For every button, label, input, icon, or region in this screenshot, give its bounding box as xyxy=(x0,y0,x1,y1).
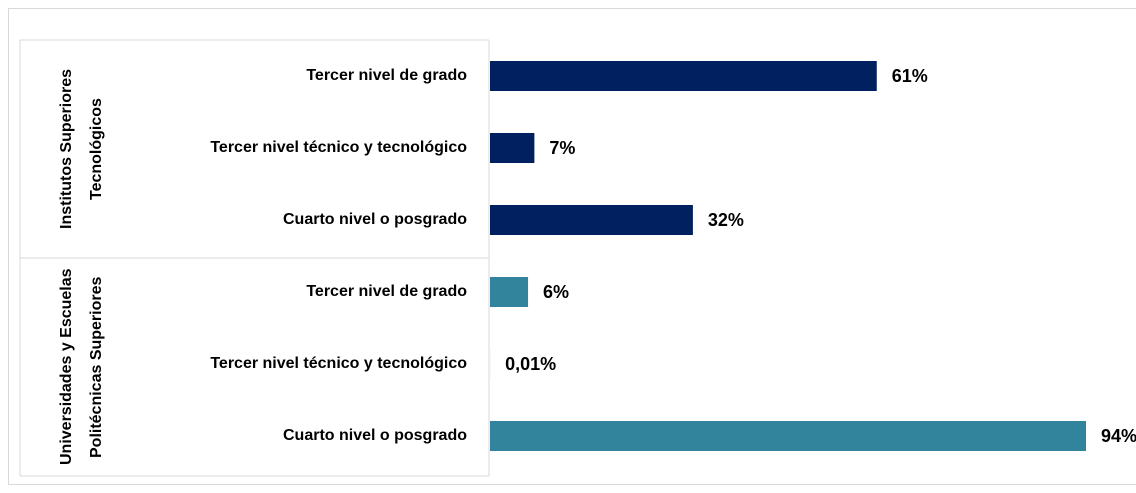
category-label: Tercer nivel técnico y tecnológico xyxy=(210,139,467,156)
bar xyxy=(490,61,877,91)
category-label: Tercer nivel técnico y tecnológico xyxy=(210,355,467,372)
group-label: Institutos Superiores Tecnológicos xyxy=(58,68,105,230)
bar xyxy=(490,421,1086,451)
value-label: 0,01% xyxy=(505,354,556,374)
value-label: 94% xyxy=(1101,426,1136,446)
bar xyxy=(490,133,535,163)
bar xyxy=(490,277,529,307)
category-label: Tercer nivel de grado xyxy=(306,283,467,300)
category-label: Cuarto nivel o posgrado xyxy=(283,427,467,444)
group-label-box: Universidades y Escuelas Politécnicas Su… xyxy=(22,260,142,474)
value-label: 32% xyxy=(708,210,744,230)
category-label: Tercer nivel de grado xyxy=(306,67,467,84)
group-label: Universidades y Escuelas Politécnicas Su… xyxy=(58,268,105,466)
bar xyxy=(490,205,693,235)
value-label: 61% xyxy=(892,66,928,86)
group-label-box: Institutos Superiores Tecnológicos xyxy=(22,42,142,256)
category-label: Cuarto nivel o posgrado xyxy=(283,211,467,228)
chart-frame xyxy=(8,8,1136,485)
value-label: 7% xyxy=(549,138,575,158)
value-label: 6% xyxy=(543,282,569,302)
